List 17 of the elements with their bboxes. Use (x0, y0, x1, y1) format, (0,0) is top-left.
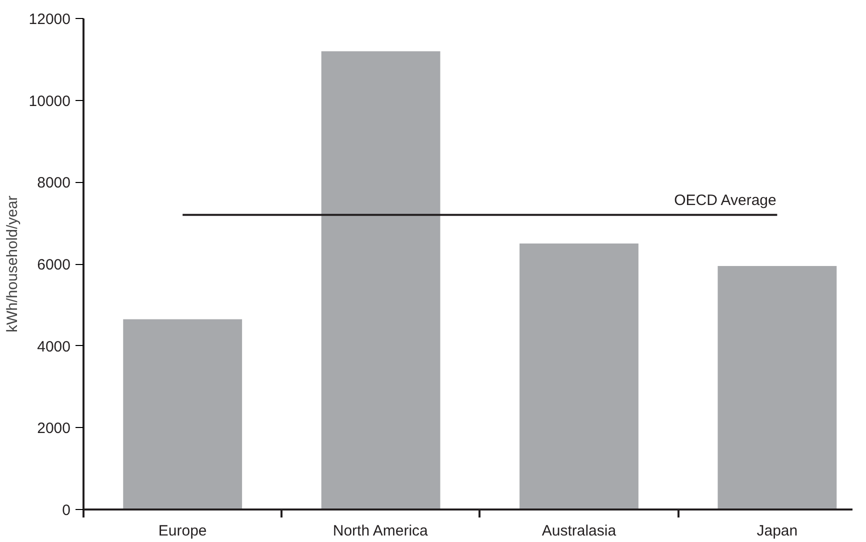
y-axis-title: kWh/household/year (4, 196, 21, 332)
bar (321, 51, 440, 510)
x-tick-label: Japan (756, 522, 798, 540)
bar (123, 319, 242, 510)
y-tick-label: 12000 (28, 11, 71, 28)
bar (520, 244, 638, 510)
y-tick-label: 0 (62, 502, 70, 519)
y-tick-label: 6000 (37, 256, 71, 274)
y-tick-label: 10000 (28, 92, 71, 110)
x-tick-label: Australasia (542, 522, 617, 540)
bar (718, 266, 837, 510)
y-tick-label: 8000 (37, 174, 71, 192)
x-tick-label: Europe (158, 522, 207, 540)
ref-line-label: OECD Average (674, 192, 776, 209)
y-tick-label: 4000 (37, 338, 71, 356)
x-tick-label: North America (332, 522, 429, 540)
y-tick-label: 2000 (37, 420, 71, 438)
